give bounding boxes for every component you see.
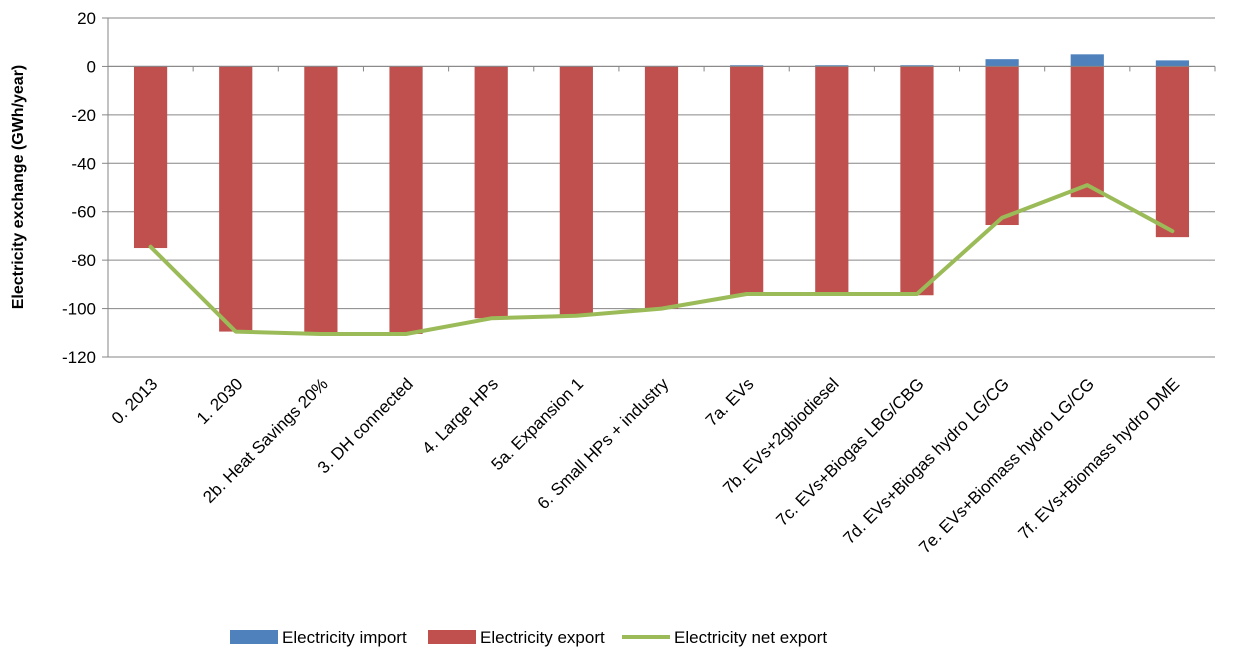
bar-export (900, 66, 934, 296)
x-tick-label: 7c. EVs+Biogas LBG/CBG (772, 374, 927, 529)
x-tick-label: 7f. EVs+Biomass hydro DME (1014, 374, 1183, 543)
legend-swatch (428, 630, 476, 644)
bar-export (133, 66, 168, 249)
net-export-line (148, 183, 1175, 336)
bar-export (474, 66, 508, 319)
bar-export (985, 66, 1019, 226)
x-tick-label: 0. 2013 (108, 374, 162, 428)
bar-export (1070, 66, 1104, 198)
legend: Electricity import Electricity export Elec… (230, 628, 827, 647)
bar-export (815, 66, 849, 296)
legend-label: Electricity net export (674, 628, 827, 647)
y-tick-label: 0 (87, 57, 96, 76)
bar-export (1155, 66, 1190, 238)
axes (102, 17, 1216, 358)
bar-import (815, 65, 849, 67)
bar-export (304, 66, 338, 334)
net-export-line-path (148, 183, 1175, 336)
bar-import (985, 59, 1019, 67)
bar-export (219, 66, 253, 332)
legend-label: Electricity export (480, 628, 605, 647)
y-axis-title: Electricity exchange (GWh/year) (10, 65, 27, 310)
y-tick-label: -100 (62, 300, 96, 319)
legend-swatch (230, 630, 278, 644)
bar-export (559, 66, 593, 316)
x-tick-label: 4. Large HPs (418, 374, 502, 458)
bars (133, 54, 1190, 334)
legend-label: Electricity import (282, 628, 407, 647)
bar-import (1155, 60, 1190, 67)
bar-import (730, 65, 764, 67)
y-tick-label: -40 (71, 154, 96, 173)
y-tick-label: -120 (62, 348, 96, 367)
x-tick-label: 1. 2030 (193, 374, 247, 428)
bar-export (730, 66, 764, 296)
bar-import (900, 65, 934, 67)
y-tick-label: -80 (71, 251, 96, 270)
y-tick-label: -60 (71, 203, 96, 222)
bar-export (389, 66, 423, 334)
x-tick-label: 7a. EVs (702, 374, 758, 430)
y-tick-label: -20 (71, 106, 96, 125)
x-tick-label: 7e. EVs+Biomass hydro LG/CG (915, 374, 1098, 557)
x-tick-label: 7d. EVs+Biogas hydro LG/CG (839, 374, 1012, 547)
bar-import (1070, 54, 1104, 67)
y-tick-labels: 20 0 -20 -40 -60 -80 -100 -120 (62, 9, 96, 367)
bar-export (644, 66, 679, 309)
x-tick-label: 5a. Expansion 1 (488, 374, 588, 474)
y-tick-label: 20 (77, 9, 96, 28)
